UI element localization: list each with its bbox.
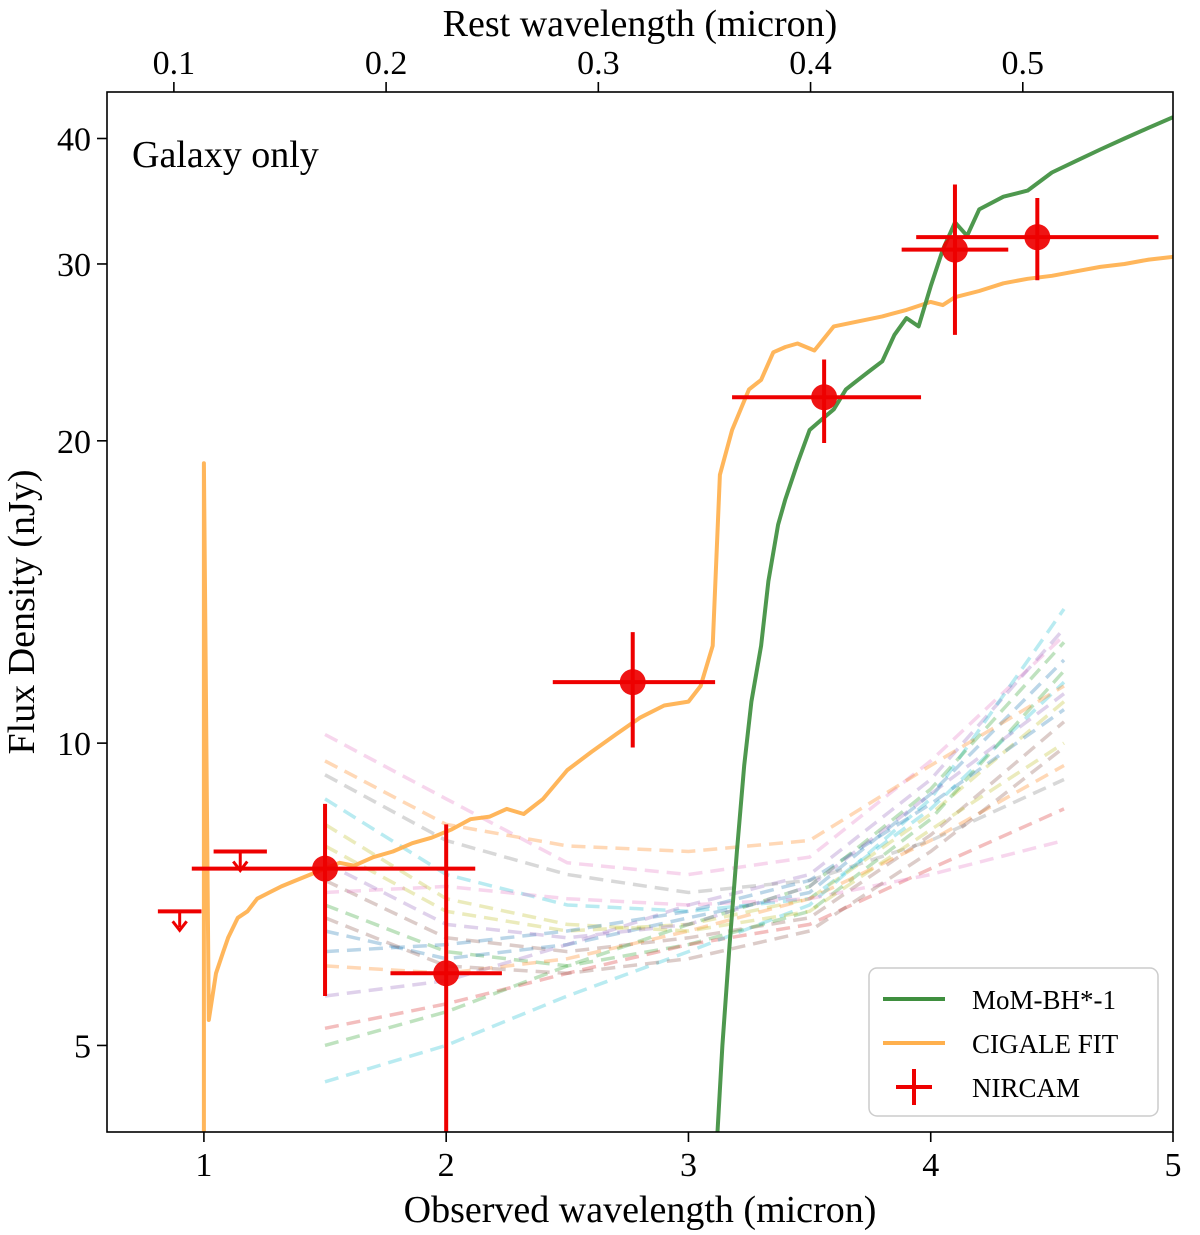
top-tick-label-3: 0.4 (789, 45, 832, 82)
plot-frame (106, 91, 1174, 1133)
top-tick-label-1: 0.2 (365, 45, 408, 82)
model-curve-5 (324, 658, 1066, 961)
model-curve-15 (324, 641, 1066, 1048)
x-tick-label-0: 1 (195, 1147, 212, 1184)
data-series (201, 115, 1173, 1132)
nircam-point-4 (941, 236, 968, 263)
y-tick-label-2: 20 (57, 424, 91, 461)
legend-box (868, 967, 1159, 1117)
top-axis-title: Rest wavelength (micron) (443, 3, 838, 45)
galaxy-only-annotation: Galaxy only (132, 134, 319, 176)
legend-label-nircam: NIRCAM (972, 1073, 1080, 1103)
y-tick-label-0: 5 (74, 1028, 91, 1065)
top-tick-label-4: 0.5 (1002, 45, 1045, 82)
legend-label-cigale: CIGALE FIT (972, 1029, 1119, 1059)
model-curve-17 (324, 746, 1066, 976)
top-tick-label-2: 0.3 (577, 45, 620, 82)
model-curve-10 (324, 607, 1066, 1084)
model-curve-0 (324, 634, 1066, 877)
nircam-point-2 (619, 669, 646, 696)
x-axis-title: Observed wavelength (micron) (404, 1189, 877, 1231)
y-axis-title: Flux Density (nJy) (1, 470, 43, 755)
y-tick-label-4: 40 (57, 121, 91, 158)
model-curve-4 (324, 669, 1066, 968)
x-tick-label-1: 2 (438, 1147, 455, 1184)
nircam-point-0 (312, 855, 339, 882)
nircam-points (157, 184, 1159, 1132)
cigale-fit-line (201, 254, 1173, 1132)
nircam-upper-limit-arrow-7 (232, 860, 249, 873)
x-tick-label-3: 4 (922, 1147, 939, 1184)
y-tick-label-1: 10 (57, 726, 91, 763)
x-tick-label-4: 5 (1165, 1147, 1182, 1184)
nircam-point-5 (1024, 224, 1051, 251)
nircam-upper-limit-arrow-6 (171, 920, 188, 933)
legend-label-mom-bh: MoM-BH*-1 (972, 985, 1116, 1015)
top-tick-label-0: 0.1 (153, 45, 196, 82)
y-tick-label-3: 30 (57, 247, 91, 284)
mom-bh-spectrum-line (715, 115, 1173, 1132)
nircam-point-1 (433, 960, 460, 987)
x-tick-label-2: 3 (680, 1147, 697, 1184)
nircam-point-3 (811, 384, 838, 411)
legend: MoM-BH*-1 CIGALE FIT NIRCAM (868, 967, 1159, 1117)
